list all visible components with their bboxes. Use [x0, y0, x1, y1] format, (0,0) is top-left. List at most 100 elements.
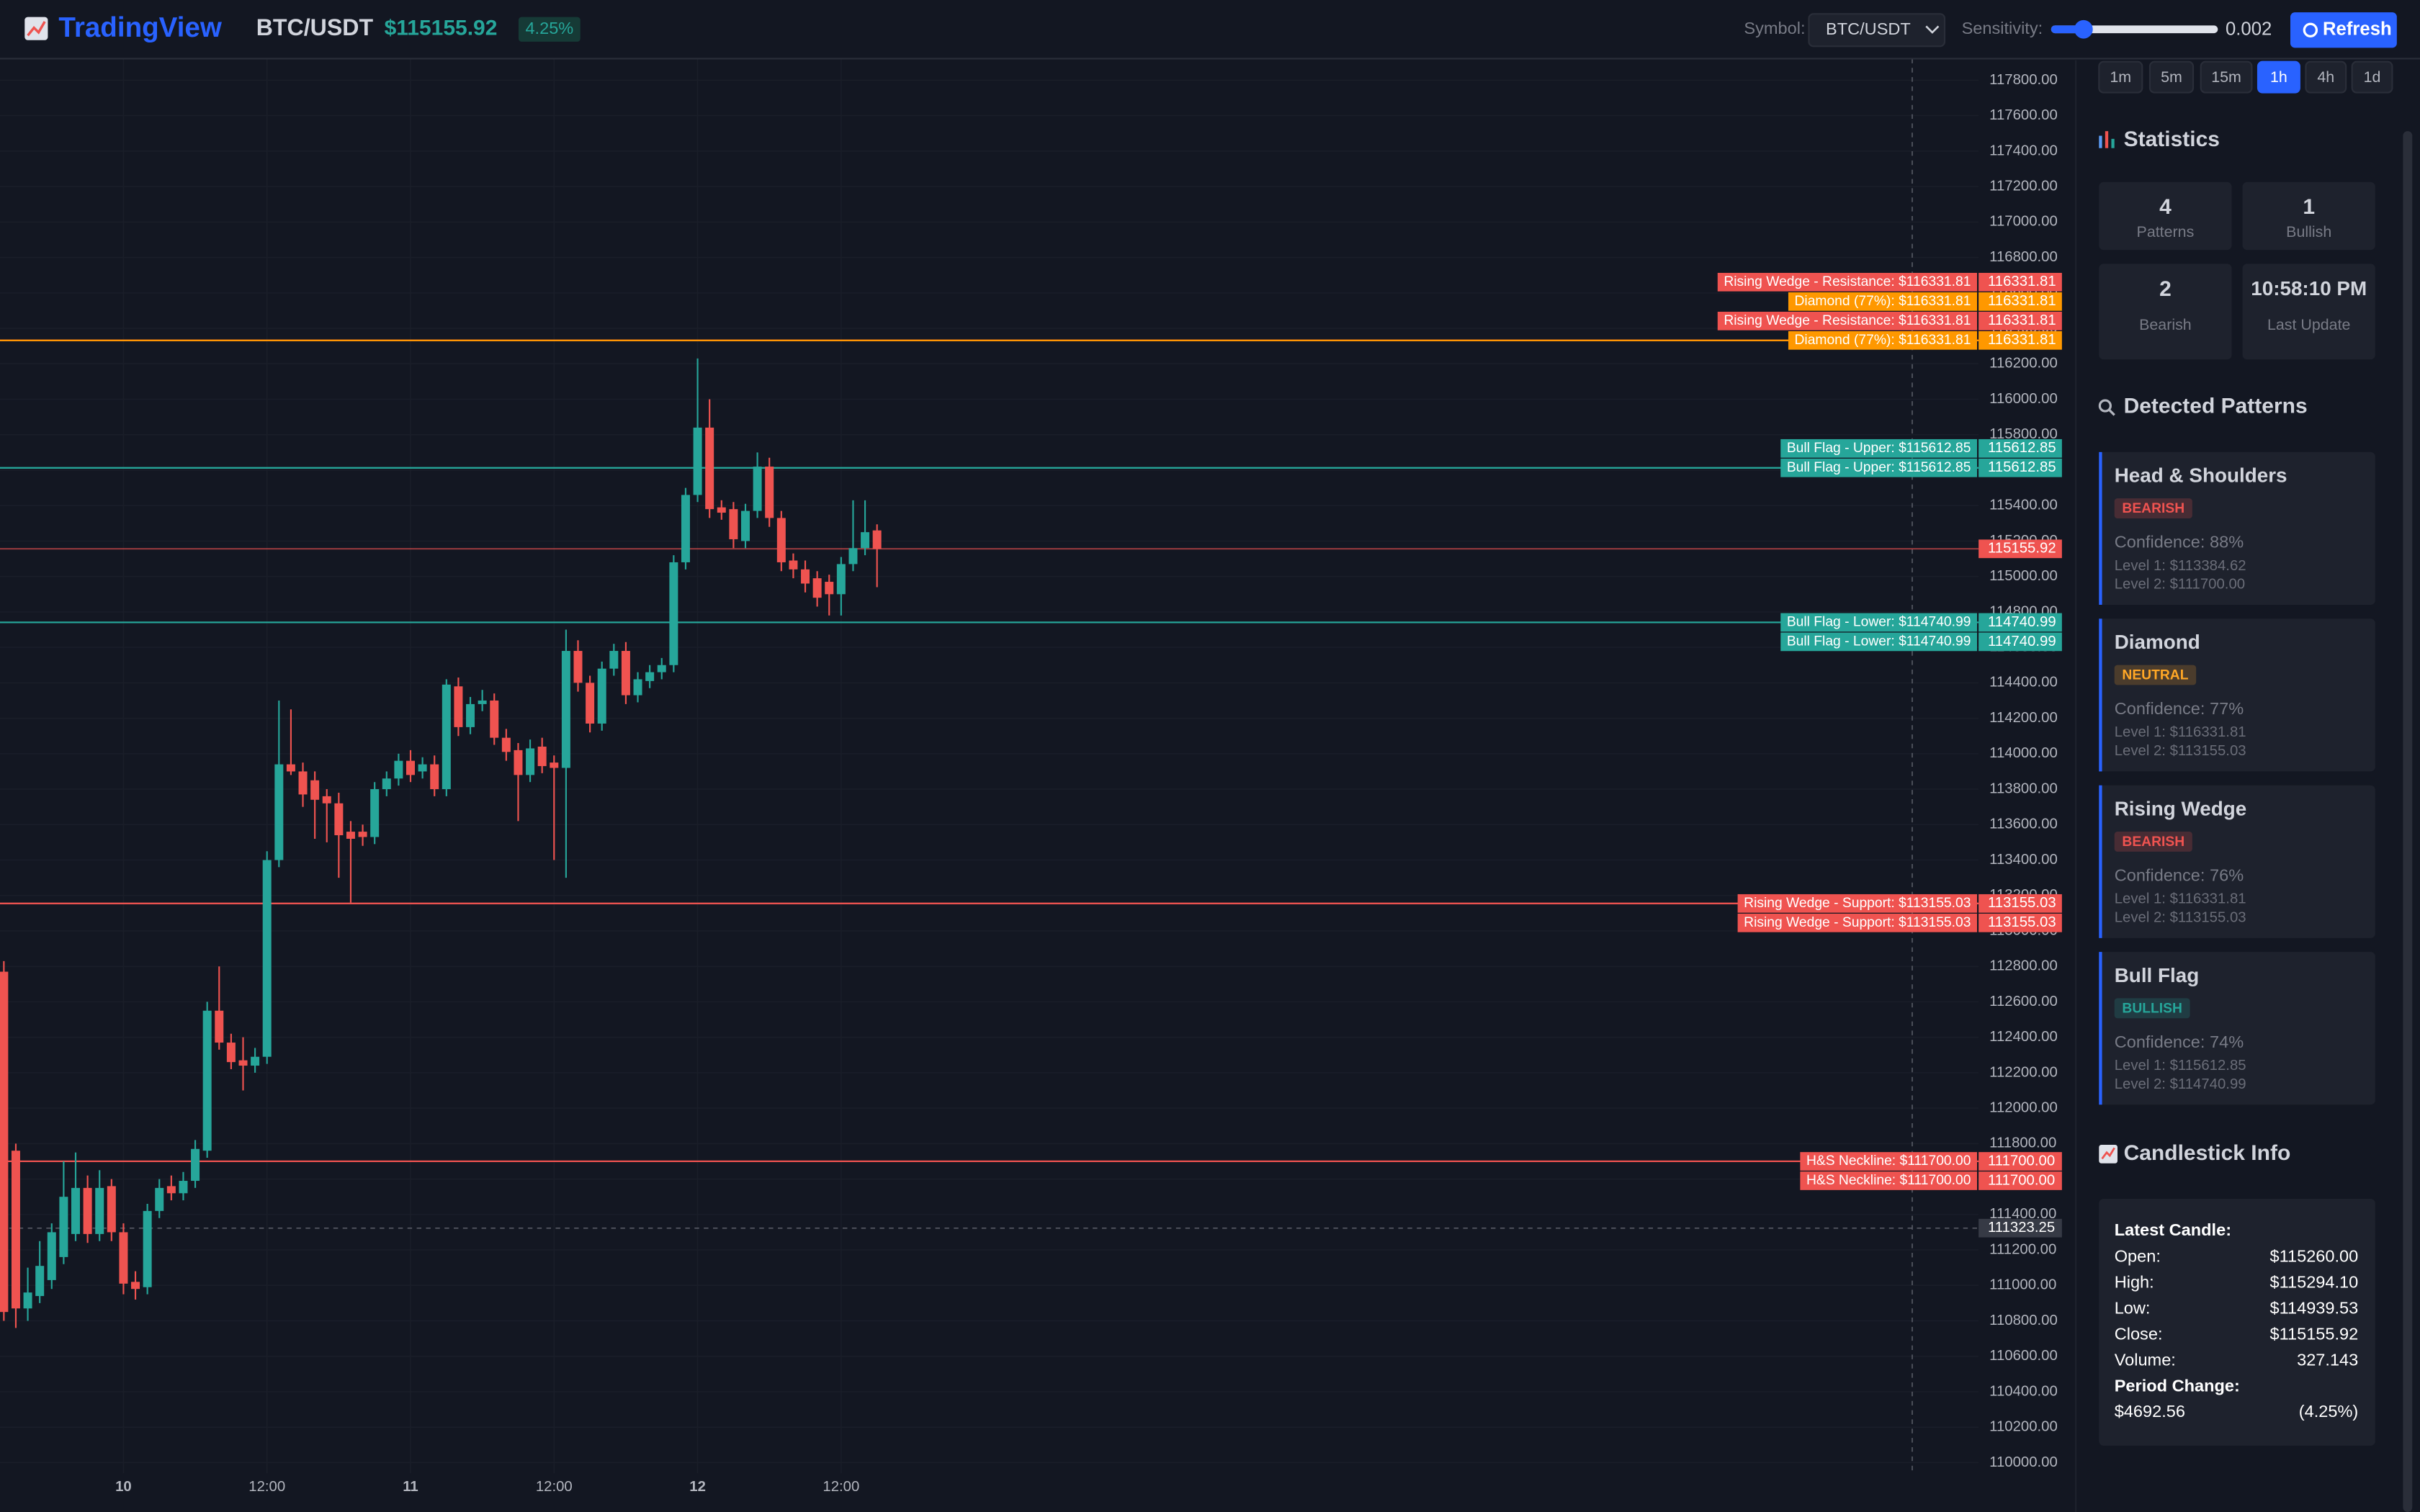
timeframe-button[interactable] [2305, 60, 2347, 94]
candle-body [430, 764, 439, 790]
stat-card [2242, 264, 2375, 360]
select-value[interactable]: BTC/USDT [1826, 19, 1911, 38]
refresh-bg[interactable] [2290, 12, 2397, 48]
pattern-label: Bull Flag - Lower: $114740.99 [1787, 634, 1971, 649]
pattern-label-bg [1780, 613, 1977, 632]
pattern-card[interactable] [2099, 618, 2375, 772]
pattern-label: Bull Flag - Upper: $115612.85 [1787, 460, 1971, 475]
candle-body [454, 686, 463, 727]
pattern-label-bg [1800, 1171, 1977, 1190]
stat-card [2242, 181, 2375, 251]
pattern-value: 113155.03 [1988, 895, 2056, 911]
candle-body [753, 467, 762, 511]
stat-label: Last Update [2267, 316, 2350, 333]
logo-icon [24, 17, 48, 40]
candle-body [286, 764, 295, 772]
sensitivity-label: Sensitivity: [1962, 19, 2043, 37]
pattern-level: Level 2: $113155.03 [2115, 909, 2246, 925]
timeframe-label[interactable]: 1m [2110, 68, 2131, 86]
refresh-label[interactable]: Refresh [2323, 19, 2392, 40]
pattern-value-bg [1978, 330, 2062, 350]
pattern-confidence: Confidence: 76% [2115, 865, 2244, 884]
timeframe-button[interactable] [2200, 60, 2253, 94]
pattern-label-bg [1800, 1152, 1977, 1171]
info-label: Open: [2115, 1247, 2161, 1266]
y-tick-label: 117400.00 [1989, 143, 2058, 158]
grid [0, 58, 1979, 1474]
candle-body [633, 679, 642, 696]
sensitivity-slider[interactable] [2051, 19, 2218, 39]
pattern-level: Level 1: $116331.81 [2115, 724, 2246, 740]
select-box[interactable] [1808, 13, 1946, 48]
x-tick-label: 12:00 [248, 1479, 285, 1495]
refresh-button[interactable]: Refresh [2290, 12, 2397, 48]
chart-icon [2099, 1145, 2118, 1164]
timeframe-label[interactable]: 4h [2317, 68, 2334, 86]
info-label: High: [2115, 1273, 2154, 1292]
pattern-label-bg [1780, 632, 1977, 652]
pattern-badge: BEARISH [2122, 501, 2184, 516]
search-icon [2098, 399, 2115, 416]
pattern-label-bg [1717, 311, 1977, 330]
y-tick-label: 112000.00 [1989, 1099, 2058, 1115]
slider-track[interactable] [2051, 25, 2218, 34]
pattern-level: Level 2: $114740.99 [2115, 1076, 2246, 1092]
timeframe-button[interactable] [2351, 60, 2393, 94]
y-tick-label: 114000.00 [1989, 745, 2058, 761]
y-tick-label: 111000.00 [1989, 1277, 2056, 1293]
y-tick-label: 110000.00 [1989, 1454, 2058, 1470]
candle-body [418, 764, 427, 772]
timeframe-label[interactable]: 5m [2161, 68, 2182, 86]
candle-body [825, 582, 834, 595]
y-tick-label: 111800.00 [1989, 1135, 2056, 1151]
pattern-badge-bg [2114, 832, 2192, 852]
scrollbar[interactable] [2403, 131, 2413, 1512]
candle-body [166, 1186, 176, 1194]
timeframe-button[interactable] [2257, 60, 2300, 94]
y-tick-label: 112200.00 [1989, 1064, 2058, 1080]
stat-value: 4 [2159, 195, 2172, 219]
candle-body [107, 1186, 116, 1233]
pattern-badge: BULLISH [2122, 1002, 2182, 1017]
timeframe-label[interactable]: 1h [2270, 68, 2287, 86]
pattern-label: H&S Neckline: $111700.00 [1806, 1153, 1971, 1169]
pattern-card[interactable] [2099, 952, 2375, 1105]
pattern-level: Level 2: $111700.00 [2115, 577, 2245, 593]
symbol-select[interactable]: BTC/USDT [1808, 13, 1946, 48]
period-value: $4692.56 [2115, 1402, 2185, 1421]
pattern-label-bg [1737, 913, 1977, 932]
candle-body [226, 1043, 236, 1063]
candle-body [406, 760, 416, 775]
pattern-value-bg [1978, 613, 2062, 632]
candle-body [669, 562, 678, 665]
candle-body [394, 760, 403, 779]
y-tick-label: 116000.00 [1989, 391, 2058, 407]
timeframe-button[interactable] [2098, 60, 2143, 94]
change: 4.25% [525, 19, 573, 37]
pattern-value: 111700.00 [1988, 1153, 2055, 1169]
candles [0, 358, 882, 1328]
slider-thumb[interactable] [2074, 19, 2093, 39]
y-tick-label: 115000.00 [1989, 568, 2058, 584]
y-tick-label: 112600.00 [1989, 994, 2058, 1009]
timeframe-label[interactable]: 15m [2211, 68, 2241, 86]
pattern-card[interactable] [2099, 785, 2375, 938]
candle-body [322, 796, 331, 804]
section-title: Detected Patterns [2124, 395, 2308, 418]
info-value: $114939.53 [2270, 1299, 2359, 1318]
pattern-value-bg [1978, 272, 2062, 292]
sensitivity-value: 0.002 [2226, 19, 2272, 40]
candle-body [812, 578, 822, 598]
stat-value: 2 [2159, 277, 2172, 301]
pattern-name: Bull Flag [2115, 964, 2200, 986]
crosshair-label: 111323.25 [1988, 1220, 2055, 1236]
pattern-value-bg [1978, 292, 2062, 311]
pattern-badge: BEARISH [2122, 834, 2184, 850]
candle-body [705, 427, 714, 510]
pattern-value-bg [1978, 913, 2062, 932]
timeframe-label[interactable]: 1d [2364, 68, 2381, 86]
pattern-card[interactable] [2099, 451, 2375, 605]
candle-body [645, 672, 655, 681]
timeframe-button[interactable] [2148, 60, 2195, 94]
